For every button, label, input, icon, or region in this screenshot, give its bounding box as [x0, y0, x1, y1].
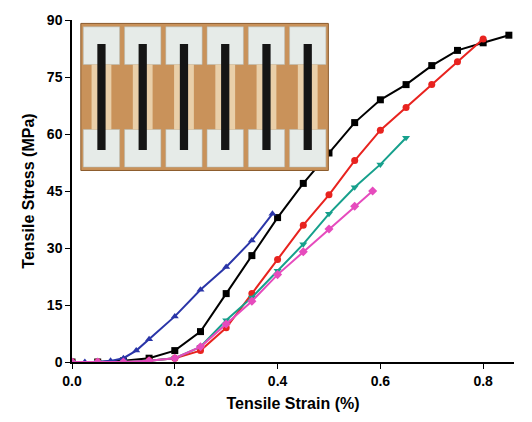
svg-text:0.2: 0.2 [165, 373, 185, 389]
svg-text:0.4: 0.4 [268, 373, 288, 389]
svg-text:Tensile Stress (MPa): Tensile Stress (MPa) [20, 113, 37, 268]
svg-text:90: 90 [47, 12, 63, 28]
svg-text:30: 30 [47, 240, 63, 256]
svg-text:0.6: 0.6 [371, 373, 391, 389]
svg-text:0.8: 0.8 [473, 373, 493, 389]
svg-text:15: 15 [47, 297, 63, 313]
svg-text:75: 75 [47, 69, 63, 85]
svg-text:60: 60 [47, 126, 63, 142]
svg-text:0: 0 [55, 354, 63, 370]
svg-text:0.0: 0.0 [62, 373, 82, 389]
svg-text:45: 45 [47, 183, 63, 199]
svg-text:Tensile Strain (%): Tensile Strain (%) [226, 395, 359, 412]
